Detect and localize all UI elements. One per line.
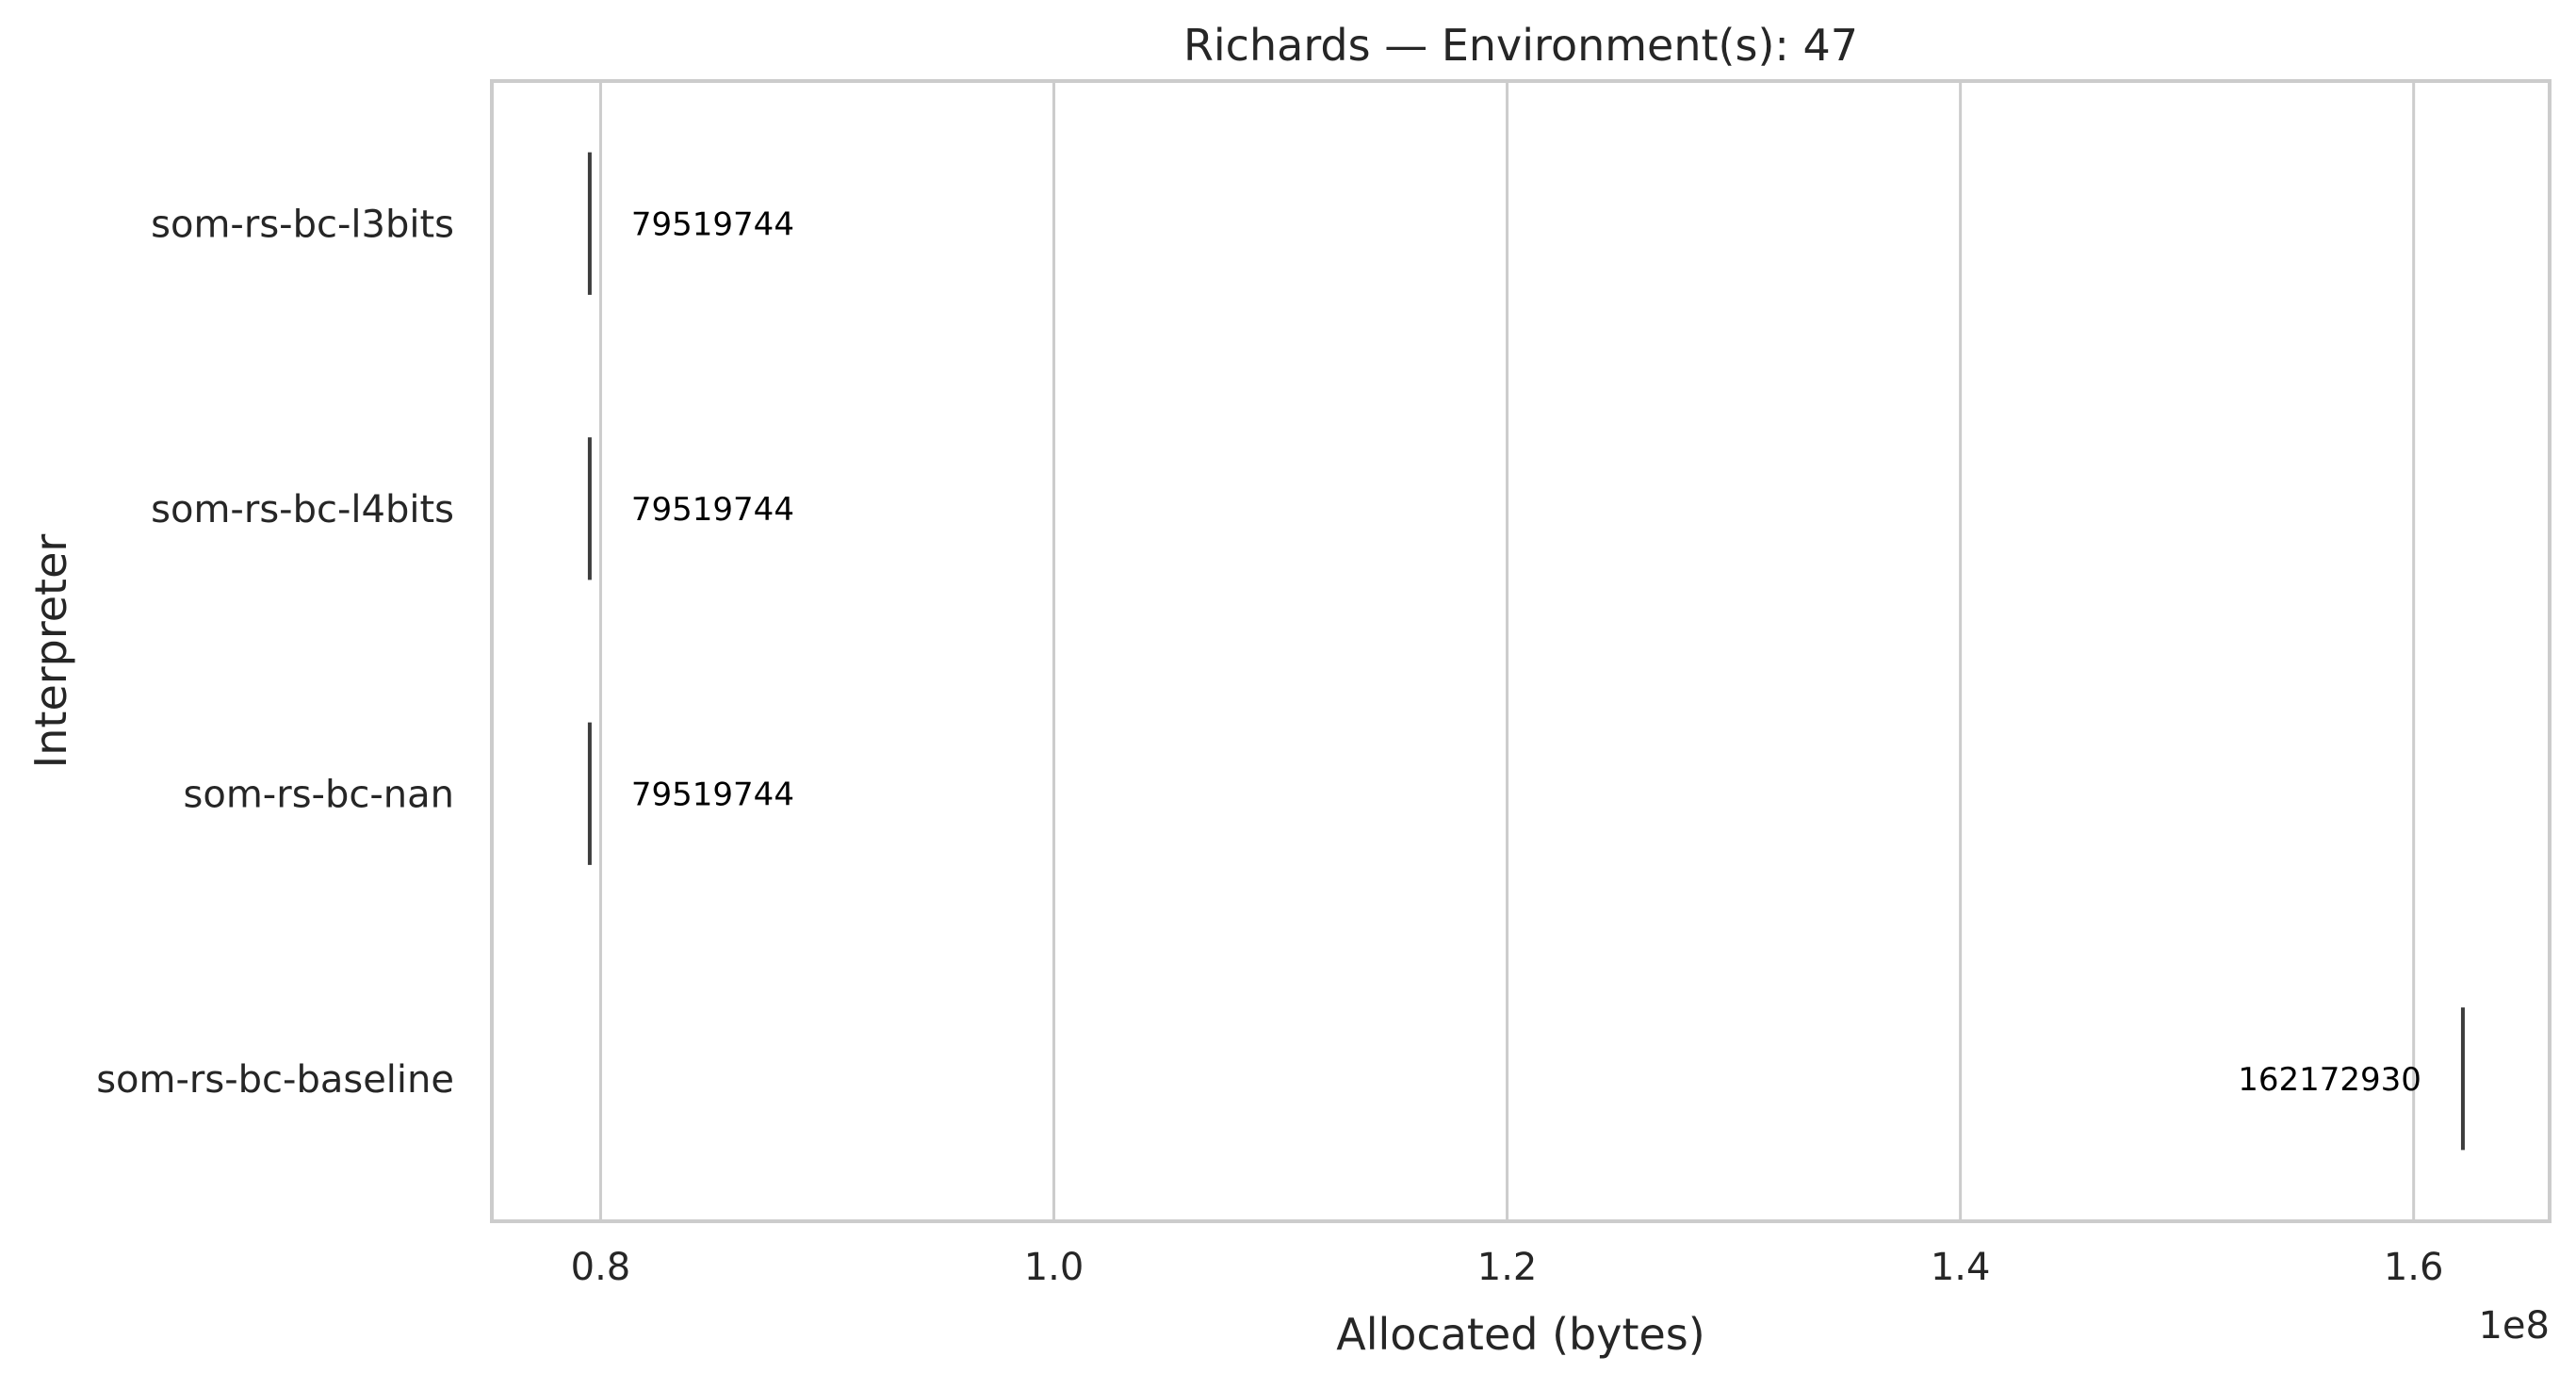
box-marks: 79519744 79519744 79519744 162172930 [587, 152, 2465, 1151]
data-label: 162172930 [2238, 1061, 2421, 1099]
x-tick-label: 1.4 [1931, 1246, 1991, 1289]
x-tick-label: 1.2 [1477, 1246, 1538, 1289]
x-tick-labels: 0.8 1.0 1.2 1.4 1.6 [571, 1246, 2444, 1289]
chart-title: Richards — Environment(s): 47 [1183, 20, 1858, 71]
x-gridlines [598, 81, 2416, 1221]
y-tick-label: som-rs-bc-baseline [96, 1058, 454, 1102]
x-axis-label: Allocated (bytes) [1336, 1309, 1704, 1360]
data-label: 79519744 [631, 491, 794, 529]
x-tick-label: 1.0 [1024, 1246, 1084, 1289]
x-tick-label: 1.6 [2384, 1246, 2444, 1289]
x-scale-offset-label: 1e8 [2478, 1304, 2550, 1348]
y-tick-label: som-rs-bc-l4bits [151, 488, 454, 531]
y-tick-label: som-rs-bc-nan [184, 773, 454, 816]
data-label: 79519744 [631, 776, 794, 813]
data-label: 79519744 [631, 205, 794, 243]
y-tick-label: som-rs-bc-l3bits [151, 203, 454, 246]
plot-area-frame [490, 79, 2552, 1223]
y-axis-label: Interpreter [25, 534, 76, 769]
x-tick-label: 0.8 [571, 1246, 631, 1289]
y-tick-labels: som-rs-bc-l3bits som-rs-bc-l4bits som-rs-b… [96, 203, 454, 1102]
